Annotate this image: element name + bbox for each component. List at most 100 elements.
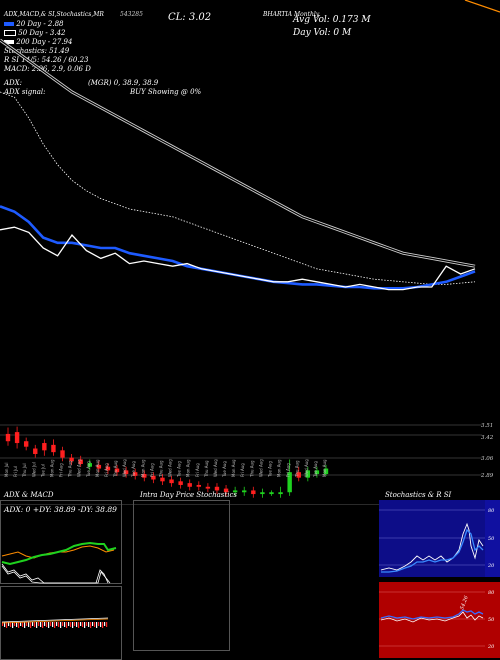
stoch-tick: 20 — [487, 563, 495, 569]
macd-histogram-bar — [2, 622, 4, 626]
macd-histogram-bar — [92, 622, 94, 626]
date-label: Mon Aug — [186, 459, 191, 477]
candle-body — [160, 477, 165, 482]
date-label: Tue Aug — [86, 461, 91, 478]
macd-histogram-bar — [100, 622, 102, 627]
adx-signal-label: ADX signal: — [4, 88, 46, 96]
macd-histogram-bar — [86, 622, 88, 626]
candle-body — [278, 492, 283, 495]
macd-histogram-bar — [30, 622, 32, 628]
ma200-swatch — [4, 40, 14, 44]
macd-histogram-bar — [8, 622, 10, 626]
intraday-panel-title: Intra Day Price Stochastics — [140, 491, 237, 499]
macd-histogram-bar — [20, 622, 22, 626]
date-label: Wed Aug — [122, 459, 127, 477]
date-label: Wed Aug — [213, 459, 218, 477]
date-label: Mon Aug — [95, 459, 100, 477]
y-tick: 3.51 — [481, 423, 493, 429]
macd-histogram-bar — [22, 622, 24, 627]
macd-histogram-bar — [102, 622, 104, 628]
y-tick: 3.42 — [481, 435, 494, 441]
macd-label: MACD: 2.96, 2.9, 0.06 D — [4, 65, 91, 73]
candle-body — [14, 432, 20, 444]
macd-histogram-bar — [80, 622, 82, 626]
date-label: Fri Aug — [240, 463, 245, 477]
candle-body — [60, 450, 65, 458]
candle-body — [287, 472, 292, 493]
adx-panel-title: ADX & MACD — [4, 491, 54, 499]
date-label: Wed Aug — [304, 459, 309, 477]
adx-values: (MGR) 0, 38.9, 38.9 — [88, 79, 159, 87]
candle-panel: Mon Jul Fri Jul Thu Jul Wed Jul Tue Jul Mon A… — [0, 423, 494, 505]
rsi-blue-line — [380, 609, 484, 620]
macd-histogram-bar — [106, 622, 108, 627]
candle-body — [33, 448, 38, 454]
candle-body — [42, 443, 47, 451]
intraday-panel — [133, 500, 230, 651]
candle-body — [5, 433, 11, 442]
code-label: 543285 — [120, 11, 143, 18]
close-label: CL: 3.02 — [168, 12, 212, 23]
macd-histogram-bar — [40, 622, 42, 627]
macd-histogram-bar — [56, 622, 58, 626]
macd-histogram-bar — [34, 622, 36, 627]
panel-border — [133, 500, 230, 651]
macd-histogram-bar — [38, 622, 40, 626]
rsi-white-line — [380, 611, 484, 623]
macd-histogram-bar — [60, 622, 62, 628]
candle-body — [169, 479, 174, 484]
macd-histogram-bar — [26, 622, 28, 626]
date-label: Tue Aug — [131, 461, 136, 478]
series-line-50-day — [0, 91, 476, 285]
candle-body — [242, 490, 247, 493]
macd-histogram-bar — [62, 622, 64, 626]
date-label: Mon Aug — [277, 459, 282, 477]
candle-body — [114, 468, 120, 473]
candle-body — [142, 474, 147, 478]
macd-histogram-bar — [78, 622, 80, 628]
adx-label: ADX: — [4, 79, 23, 87]
date-label: Mon Aug — [140, 459, 145, 477]
macd-histogram-bar — [74, 622, 76, 626]
candle-body — [151, 475, 156, 480]
panel-border — [0, 500, 122, 584]
rsi-tick: 20 — [487, 644, 495, 650]
candle-body — [214, 486, 220, 491]
rsi-label: R SI 14/5: 54.26 / 60.23 — [4, 56, 89, 64]
date-label: Fri Aug — [59, 463, 64, 477]
macd-histogram-bar — [10, 622, 12, 627]
candle-body — [323, 468, 329, 475]
macd-histogram-bar — [14, 622, 16, 626]
macd-histogram-bar — [24, 622, 26, 628]
date-label: Thu Aug — [158, 460, 163, 478]
macd-panel — [0, 586, 122, 660]
macd-histogram-bar — [46, 622, 48, 627]
stoch-panel-title: Stochastics & R SI — [385, 491, 452, 499]
macd-histogram-bar — [68, 622, 70, 626]
date-label: Thu Aug — [68, 460, 73, 478]
candle-body — [123, 470, 129, 475]
candle-body — [87, 463, 92, 467]
stoch-tick: 80 — [488, 508, 495, 514]
date-label: Fri Aug — [149, 463, 154, 477]
stoch-plot-area — [379, 500, 485, 577]
ma200-legend: 200 Day - 27.94 — [4, 38, 72, 46]
candle-body — [305, 470, 311, 478]
macd-histogram-bar — [88, 622, 90, 627]
rsi-value: 54.26 — [459, 594, 470, 610]
candle-body — [187, 483, 192, 487]
macd-histogram-bar — [18, 622, 20, 628]
stoch-tick: 50 — [488, 536, 495, 542]
indicator-line: ADX,MACD,& SI,Stochastics,MR — [4, 11, 104, 18]
date-label: Tue Aug — [222, 461, 227, 478]
macd-histogram-bar — [48, 622, 50, 628]
macd-histogram-bar — [70, 622, 72, 627]
candle-body — [232, 490, 238, 493]
date-label: Fri Aug — [286, 463, 291, 477]
macd-histogram-bar — [36, 622, 38, 628]
macd-histogram-bar — [84, 622, 86, 628]
date-label: Wed Aug — [258, 459, 263, 477]
candle-body — [260, 492, 265, 495]
candle-body — [269, 492, 274, 495]
date-label: Thu Jul — [22, 463, 27, 478]
